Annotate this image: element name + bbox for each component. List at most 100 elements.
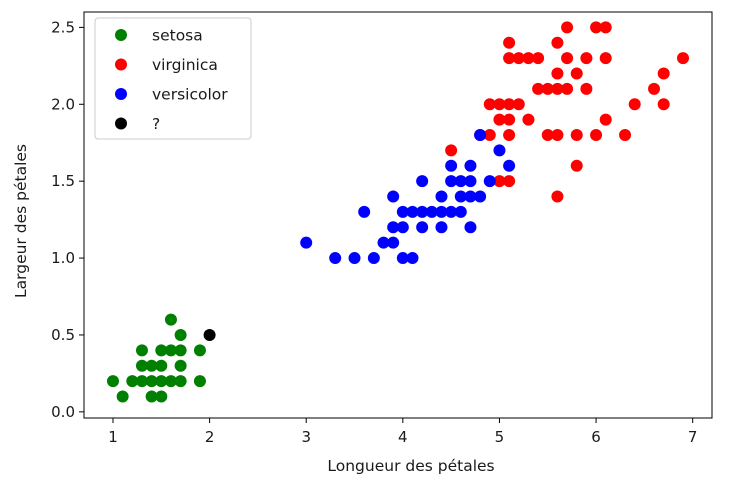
y-tick-label: 2.5 [51,18,75,36]
data-point-virginica [590,129,603,142]
data-point-virginica [541,82,554,95]
data-point-setosa [164,313,177,326]
data-point-versicolor [300,236,313,249]
data-point-virginica [657,98,670,111]
data-point-virginica [648,82,661,95]
data-point-virginica [503,52,516,65]
legend-label-versicolor: versicolor [152,86,228,104]
data-point-versicolor [464,159,477,172]
data-point-virginica [483,129,496,142]
data-point-virginica [551,190,564,203]
data-point-virginica [551,36,564,49]
data-point-versicolor [396,205,409,218]
x-tick-label: 7 [688,428,698,446]
data-point-setosa [106,375,119,388]
data-point-versicolor [464,190,477,203]
data-point-versicolor [416,221,429,234]
data-point-virginica [493,113,506,126]
data-point-virginica [570,129,583,142]
data-point-virginica [503,36,516,49]
data-point-virginica [483,98,496,111]
data-point-virginica [503,113,516,126]
series-unknown [203,328,216,341]
data-point-virginica [551,67,564,80]
data-point-virginica [493,175,506,188]
legend-marker-setosa [115,29,127,41]
data-point-setosa [193,375,206,388]
data-point-versicolor [435,205,448,218]
data-point-virginica [532,52,545,65]
data-point-setosa [145,390,158,403]
data-point-virginica [522,113,535,126]
data-point-setosa [145,359,158,372]
data-point-setosa [135,359,148,372]
data-point-virginica [551,82,564,95]
data-point-versicolor [377,236,390,249]
data-point-versicolor [474,129,487,142]
data-point-versicolor [416,205,429,218]
data-point-virginica [599,52,612,65]
data-point-virginica [493,98,506,111]
data-point-versicolor [483,175,496,188]
data-point-versicolor [406,205,419,218]
legend-marker-virginica [115,58,127,71]
data-point-versicolor [348,252,361,265]
data-point-virginica [599,21,612,34]
y-tick-label: 0.5 [51,326,75,344]
data-point-setosa [164,375,177,388]
data-point-versicolor [396,221,409,234]
data-point-virginica [551,129,564,142]
legend-label-setosa: setosa [152,27,203,45]
data-point-virginica [532,82,545,95]
data-point-versicolor [435,190,448,203]
data-point-setosa [155,359,168,372]
data-point-setosa [174,344,187,357]
data-point-virginica [580,82,593,95]
data-point-setosa [174,359,187,372]
data-point-versicolor [464,221,477,234]
data-point-versicolor [416,175,429,188]
data-point-setosa [135,375,148,388]
data-point-virginica [619,129,632,142]
data-point-versicolor [329,252,342,265]
data-point-versicolor [445,205,458,218]
data-point-versicolor [396,252,409,265]
data-point-setosa [126,375,139,388]
data-point-virginica [522,52,535,65]
y-axis-label: Largeur des pétales [12,144,30,298]
data-point-setosa [145,375,158,388]
data-point-versicolor [387,190,400,203]
data-point-virginica [512,98,525,111]
data-point-versicolor [474,190,487,203]
y-tick-label: 0.0 [51,403,75,421]
data-point-virginica [512,52,525,65]
data-point-unknown [203,328,216,341]
data-point-versicolor [387,236,400,249]
data-point-versicolor [464,175,477,188]
plot-frame [83,11,713,419]
data-point-setosa [116,390,129,403]
data-point-setosa [155,390,168,403]
data-point-virginica [599,113,612,126]
data-point-virginica [677,52,690,65]
x-tick-label: 6 [591,428,601,446]
x-tick-label: 3 [301,428,311,446]
data-point-versicolor [445,175,458,188]
data-point-versicolor [454,205,467,218]
legend-marker-versicolor [115,88,127,100]
data-point-virginica [503,98,516,111]
x-tick-label: 5 [495,428,505,446]
y-tick-label: 1.5 [51,172,75,190]
data-point-virginica [590,21,603,34]
data-point-versicolor [454,190,467,203]
data-point-virginica [541,129,554,142]
data-point-virginica [628,98,641,111]
data-point-versicolor [454,175,467,188]
data-point-virginica [570,67,583,80]
axes: 1 2 3 4 5 6 7 0.0 0.5 1.0 1.5 2.0 2.5 [51,18,697,446]
data-point-versicolor [445,159,458,172]
data-point-virginica [561,82,574,95]
legend-label-virginica: virginica [152,56,218,74]
data-point-versicolor [435,221,448,234]
